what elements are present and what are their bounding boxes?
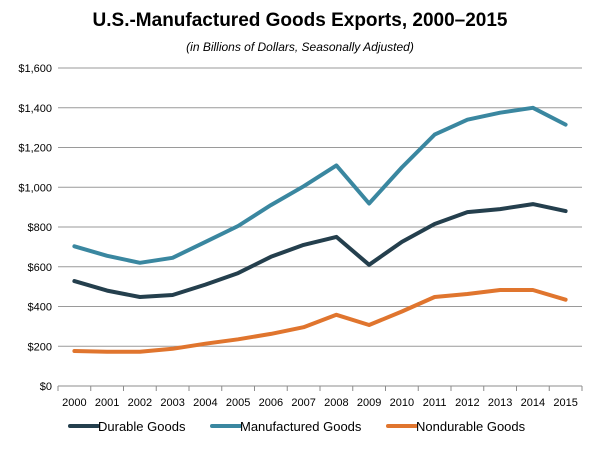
x-tick-label: 2005 (226, 397, 250, 409)
series-lines (72, 105, 568, 354)
y-tick-label: $1,200 (18, 143, 52, 155)
x-tick-label: 2001 (95, 397, 119, 409)
chart-subtitle: (in Billions of Dollars, Seasonally Adju… (186, 40, 414, 54)
x-tick-label: 2013 (488, 397, 512, 409)
x-axis: 2000 2001 2002 2003 2004 2005 2006 2007 2008 2009… (57, 385, 583, 409)
x-tick-label: 2012 (455, 397, 479, 409)
x-tick-label: 2008 (324, 397, 348, 409)
x-tick-label: 2003 (160, 397, 184, 409)
x-tick-label: 2015 (553, 397, 577, 409)
y-tick-label: $600 (28, 262, 52, 274)
series-line-nondurable-goods (72, 288, 568, 354)
y-tick-label: $1,400 (18, 103, 52, 115)
y-axis-tick-labels: $0 $200 $400 $600 $800 $1,000 $1,200 $1,400 $1,6… (18, 63, 52, 393)
y-tick-label: $0 (40, 381, 52, 393)
x-tick-label: 2011 (423, 397, 447, 409)
series-line-durable-goods (72, 202, 568, 299)
x-tick-label: 2002 (128, 397, 152, 409)
x-tick-label: 2007 (291, 397, 315, 409)
x-tick-label: 2000 (62, 397, 86, 409)
legend: Durable Goods Manufactured Goods Nondurabl… (68, 419, 526, 434)
y-tick-label: $200 (28, 341, 52, 353)
legend-label: Durable Goods (98, 419, 186, 434)
x-tick-label: 2009 (357, 397, 381, 409)
y-tick-label: $1,000 (18, 182, 52, 194)
y-tick-label: $400 (28, 302, 52, 314)
x-tick-label: 2014 (521, 397, 545, 409)
gridlines (58, 67, 582, 387)
x-tick-label: 2010 (390, 397, 414, 409)
y-tick-label: $1,600 (18, 63, 52, 75)
legend-label: Manufactured Goods (240, 419, 362, 434)
legend-label: Nondurable Goods (416, 419, 526, 434)
series-line-manufactured-goods (72, 105, 568, 265)
chart-title: U.S.-Manufactured Goods Exports, 2000–20… (92, 10, 508, 31)
x-tick-label: 2004 (193, 397, 217, 409)
x-tick-label: 2006 (259, 397, 283, 409)
y-tick-label: $800 (28, 222, 52, 234)
